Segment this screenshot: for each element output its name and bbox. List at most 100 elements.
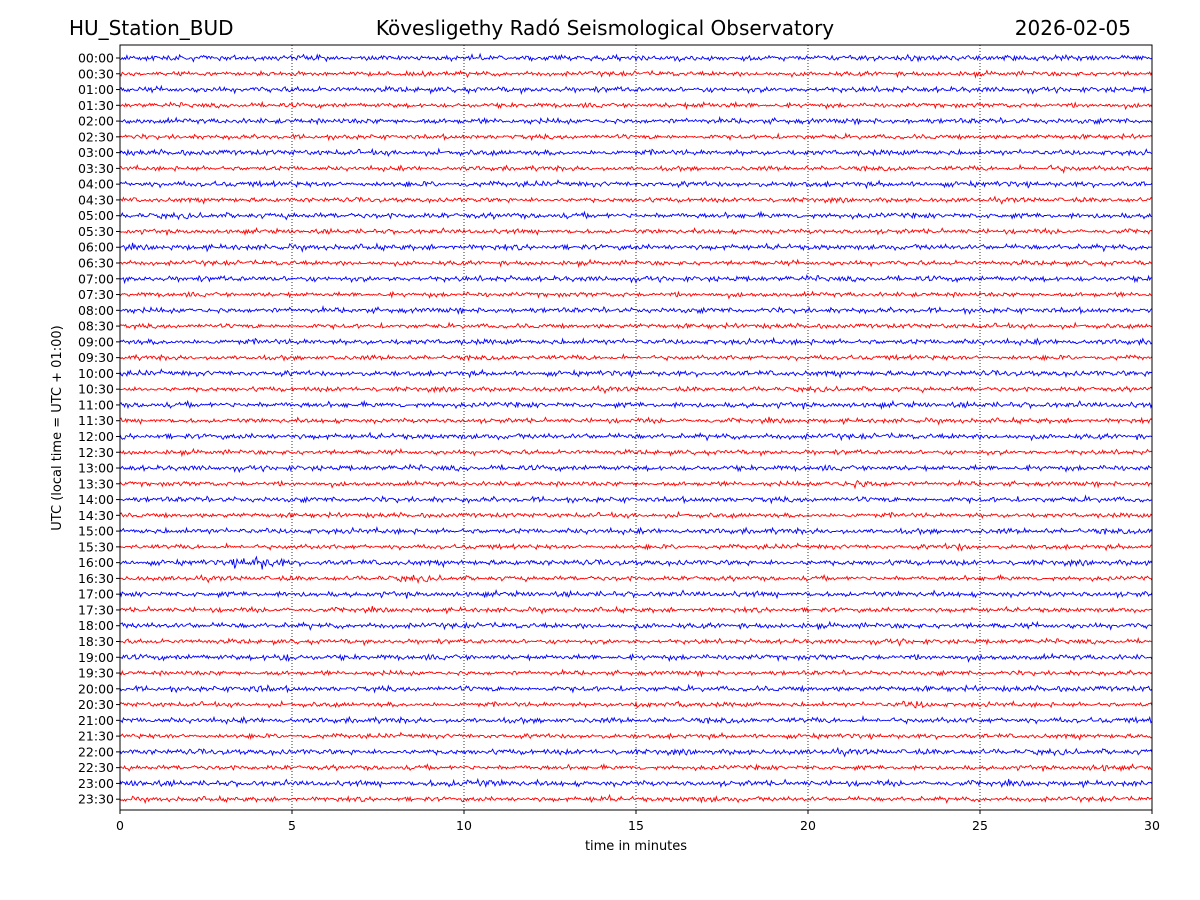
y-tick-label: 09:00 [78, 334, 114, 349]
y-tick-label: 01:30 [78, 98, 114, 113]
y-tick-label: 17:00 [78, 587, 114, 602]
trace-1500 [119, 526, 1153, 536]
trace-1630 [119, 573, 1153, 585]
trace-1130 [119, 416, 1153, 426]
trace-1730 [119, 605, 1153, 615]
y-tick-label: 05:00 [78, 208, 114, 223]
x-tick-label: 0 [116, 818, 124, 833]
trace-0130 [119, 100, 1153, 111]
y-tick-label: 05:30 [78, 224, 114, 239]
y-tick-label: 19:00 [78, 650, 114, 665]
trace-0630 [120, 258, 1153, 269]
x-axis-label: time in minutes [585, 839, 687, 854]
trace-1100 [119, 399, 1153, 410]
trace-1530 [119, 542, 1153, 552]
y-tick-label: 07:00 [78, 271, 114, 286]
trace-0530 [119, 226, 1153, 236]
trace-2130 [119, 731, 1153, 741]
trace-1600 [119, 555, 1153, 570]
trace-2000 [119, 683, 1153, 694]
y-tick-label: 02:30 [78, 129, 114, 144]
y-tick-label: 15:30 [78, 539, 114, 554]
y-tick-label: 12:30 [78, 445, 114, 460]
trace-1430 [119, 510, 1153, 520]
x-tick-label: 25 [972, 818, 988, 833]
y-tick-label: 04:30 [78, 192, 114, 207]
y-tick-label: 23:00 [78, 776, 114, 791]
y-tick-label: 00:30 [78, 66, 114, 81]
y-tick-label: 03:00 [78, 145, 114, 160]
y-tick-label: 14:00 [78, 492, 114, 507]
x-tick-label: 20 [800, 818, 816, 833]
observatory-title: Kövesligethy Radó Seismological Observat… [376, 16, 834, 40]
y-tick-label: 06:30 [78, 256, 114, 271]
y-axis-ticks: 00:0000:3001:0001:3002:0002:3003:0003:30… [78, 51, 120, 807]
y-tick-label: 03:30 [78, 161, 114, 176]
trace-0430 [119, 195, 1153, 205]
y-tick-label: 21:00 [78, 713, 114, 728]
trace-0930 [119, 353, 1153, 362]
trace-0900 [119, 336, 1153, 347]
trace-0830 [119, 321, 1153, 331]
x-tick-label: 10 [456, 818, 472, 833]
x-tick-label: 15 [628, 818, 644, 833]
y-tick-label: 22:00 [78, 744, 114, 759]
trace-0230 [119, 132, 1153, 142]
y-tick-label: 07:30 [78, 287, 114, 302]
trace-0030 [119, 69, 1153, 79]
seismogram-traces [119, 52, 1153, 805]
y-tick-label: 23:30 [78, 792, 114, 807]
trace-2230 [119, 763, 1153, 773]
trace-1930 [119, 668, 1153, 678]
x-axis-ticks: 0 5 10 15 20 25 30 [116, 810, 1160, 833]
trace-0200 [119, 115, 1153, 126]
y-tick-label: 10:30 [78, 382, 114, 397]
trace-0730 [119, 290, 1152, 300]
trace-0800 [119, 305, 1153, 316]
y-tick-label: 06:00 [78, 240, 114, 255]
y-tick-label: 17:30 [78, 602, 114, 617]
trace-2300 [119, 777, 1153, 789]
y-tick-label: 11:30 [78, 413, 114, 428]
trace-1200 [119, 431, 1153, 442]
y-tick-label: 08:00 [78, 303, 114, 318]
trace-1030 [119, 384, 1153, 395]
trace-1400 [119, 494, 1153, 505]
vertical-gridlines [291, 45, 981, 810]
y-tick-label: 12:00 [78, 429, 114, 444]
y-tick-label: 10:00 [78, 366, 114, 381]
y-tick-label: 00:00 [78, 51, 114, 66]
y-tick-label: 18:00 [78, 618, 114, 633]
date-title: 2026-02-05 [1015, 16, 1131, 40]
trace-1330 [119, 479, 1153, 490]
y-tick-label: 16:30 [78, 571, 114, 586]
trace-1000 [119, 368, 1153, 379]
trace-2200 [119, 746, 1153, 758]
y-tick-label: 21:30 [78, 729, 114, 744]
y-tick-label: 08:30 [78, 319, 114, 334]
y-tick-label: 13:30 [78, 476, 114, 491]
trace-0000 [119, 52, 1153, 63]
y-tick-label: 16:00 [78, 555, 114, 570]
y-tick-label: 11:00 [78, 397, 114, 412]
trace-1800 [119, 620, 1153, 631]
x-tick-label: 30 [1144, 818, 1160, 833]
trace-0500 [119, 210, 1152, 221]
x-tick-label: 5 [288, 818, 296, 833]
y-tick-label: 01:00 [78, 82, 114, 97]
y-tick-label: 20:00 [78, 681, 114, 696]
trace-2030 [119, 700, 1153, 709]
y-axis-label: UTC (local time = UTC + 01:00) [50, 325, 65, 530]
trace-1830 [119, 636, 1153, 647]
y-tick-label: 02:00 [78, 114, 114, 129]
trace-1230 [119, 447, 1153, 458]
trace-0330 [119, 163, 1153, 174]
trace-1300 [119, 463, 1153, 474]
trace-0300 [119, 147, 1153, 158]
y-tick-label: 18:30 [78, 634, 114, 649]
trace-2100 [119, 715, 1153, 725]
station-title: HU_Station_BUD [69, 16, 234, 40]
trace-0600 [119, 242, 1153, 253]
y-tick-label: 14:30 [78, 508, 114, 523]
